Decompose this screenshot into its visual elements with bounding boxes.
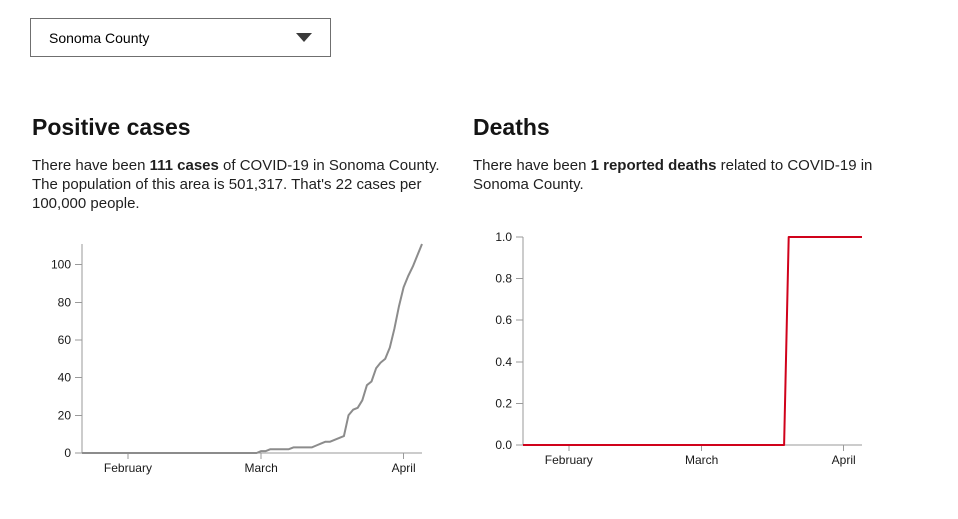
positive-cases-chart: 0 20 40 60 80 100 February March April: [51, 243, 423, 475]
cases-summary-text: There have been 111 cases of COVID-19 in…: [32, 156, 462, 213]
svg-text:February: February: [545, 453, 593, 467]
deaths-section: Deaths There have been 1 reported deaths…: [473, 114, 893, 194]
svg-text:0: 0: [64, 446, 71, 460]
svg-text:0.4: 0.4: [495, 355, 512, 369]
cases-text-suffix: of COVID-19 in Sonoma County. The popula…: [32, 157, 440, 212]
svg-text:80: 80: [58, 295, 72, 309]
deaths-count: 1 reported deaths: [590, 157, 717, 174]
deaths-text-suffix: related to COVID-19 in Sonoma County.: [473, 157, 873, 193]
svg-text:40: 40: [58, 371, 72, 385]
deaths-text-prefix: There have been: [473, 157, 591, 174]
svg-text:20: 20: [58, 408, 72, 422]
county-select[interactable]: Sonoma County: [30, 18, 331, 57]
deaths-summary-text: There have been 1 reported deaths relate…: [473, 156, 893, 194]
cases-section-title: Positive cases: [32, 114, 191, 140]
cases-text-prefix: There have been: [32, 157, 150, 174]
svg-text:March: March: [685, 453, 718, 467]
deaths-chart: 0.0 0.2 0.4 0.6 0.8 1.0 February March April: [495, 230, 862, 467]
svg-text:0.8: 0.8: [495, 272, 512, 286]
caret-down-icon: [296, 33, 312, 42]
svg-text:March: March: [245, 461, 278, 475]
deaths-section-title: Deaths: [473, 114, 550, 140]
positive-cases-section: Positive cases There have been 111 cases…: [32, 114, 462, 213]
svg-text:0.0: 0.0: [495, 438, 512, 452]
svg-text:February: February: [104, 461, 152, 475]
svg-text:1.0: 1.0: [495, 230, 512, 244]
svg-text:0.2: 0.2: [495, 396, 512, 410]
svg-text:100: 100: [51, 258, 71, 272]
county-select-value: Sonoma County: [49, 29, 150, 46]
svg-text:April: April: [832, 453, 856, 467]
svg-text:60: 60: [58, 333, 72, 347]
cases-count: 111 cases: [149, 157, 219, 174]
svg-text:April: April: [392, 461, 416, 475]
svg-text:0.6: 0.6: [495, 313, 512, 327]
